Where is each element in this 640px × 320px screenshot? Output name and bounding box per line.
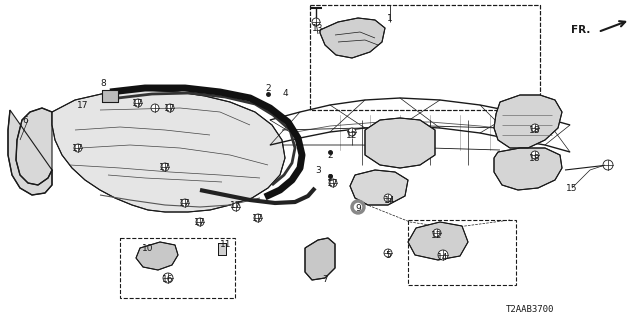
Circle shape (531, 124, 539, 132)
Bar (310, 5, 540, 110)
Text: 1: 1 (387, 13, 393, 22)
Text: 12: 12 (346, 131, 358, 140)
Text: 17: 17 (252, 213, 264, 222)
Text: 18: 18 (529, 125, 541, 134)
Circle shape (531, 151, 539, 159)
Text: 17: 17 (230, 201, 242, 210)
Text: 13: 13 (312, 23, 324, 33)
Circle shape (355, 204, 362, 211)
Text: 15: 15 (566, 183, 578, 193)
Circle shape (384, 249, 392, 257)
Polygon shape (52, 90, 285, 212)
Polygon shape (494, 148, 562, 190)
Circle shape (348, 128, 356, 136)
Circle shape (254, 214, 262, 222)
Polygon shape (350, 170, 408, 205)
Polygon shape (320, 18, 385, 58)
Text: 17: 17 (72, 143, 84, 153)
Circle shape (384, 194, 392, 202)
Text: T2AAB3700: T2AAB3700 (506, 306, 554, 315)
Polygon shape (305, 238, 335, 280)
Circle shape (166, 104, 174, 112)
Text: 17: 17 (195, 218, 205, 227)
Circle shape (151, 104, 159, 112)
Circle shape (161, 163, 169, 171)
Bar (408, 220, 516, 285)
Text: 8: 8 (100, 78, 106, 87)
Text: 16: 16 (163, 276, 173, 284)
Text: 2: 2 (327, 150, 333, 159)
Text: 11: 11 (220, 239, 232, 249)
Circle shape (312, 18, 320, 26)
Text: 7: 7 (322, 276, 328, 284)
Circle shape (74, 144, 82, 152)
Text: 17: 17 (132, 99, 144, 108)
Bar (120, 238, 235, 298)
Text: 17: 17 (164, 103, 176, 113)
Circle shape (603, 160, 613, 170)
Circle shape (196, 218, 204, 226)
Text: FR.: FR. (571, 25, 590, 35)
Text: 12: 12 (431, 230, 443, 239)
Text: 14: 14 (384, 196, 396, 204)
Text: 2: 2 (265, 84, 271, 92)
Text: 2: 2 (327, 173, 333, 182)
Circle shape (438, 250, 448, 260)
Text: 6: 6 (22, 116, 28, 124)
Polygon shape (408, 222, 468, 260)
Text: 17: 17 (159, 163, 171, 172)
Circle shape (181, 199, 189, 207)
Circle shape (232, 203, 240, 211)
Polygon shape (136, 242, 178, 270)
Circle shape (351, 200, 365, 214)
Circle shape (134, 99, 142, 107)
Text: 10: 10 (142, 244, 154, 252)
Text: 14: 14 (437, 252, 449, 261)
Text: 17: 17 (179, 198, 191, 207)
Text: 4: 4 (282, 89, 288, 98)
Text: 18: 18 (529, 154, 541, 163)
Polygon shape (494, 95, 562, 148)
Text: 17: 17 (327, 179, 339, 188)
Text: 17: 17 (77, 100, 89, 109)
Circle shape (433, 229, 441, 237)
Circle shape (329, 179, 337, 187)
Text: 3: 3 (315, 165, 321, 174)
Circle shape (163, 273, 173, 283)
Polygon shape (102, 90, 118, 102)
Polygon shape (218, 243, 226, 255)
Polygon shape (365, 118, 435, 168)
Polygon shape (8, 108, 52, 195)
Text: 5: 5 (385, 251, 391, 260)
Text: 9: 9 (355, 204, 361, 212)
